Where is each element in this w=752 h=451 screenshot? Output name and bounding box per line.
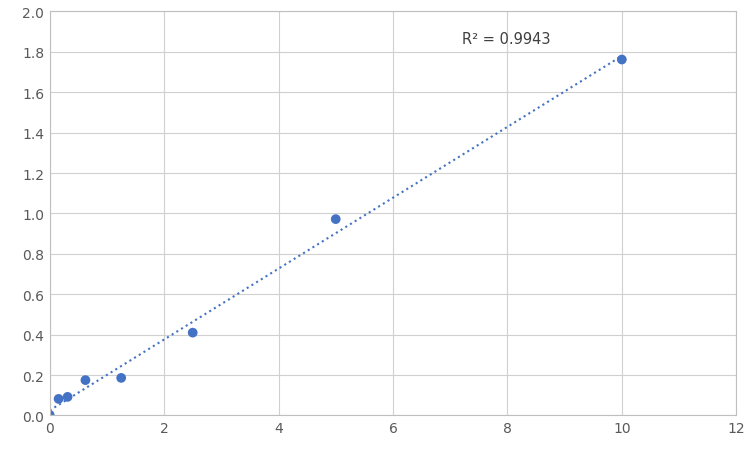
Point bbox=[616, 57, 628, 64]
Point bbox=[186, 329, 199, 336]
Point bbox=[329, 216, 341, 223]
Point bbox=[80, 377, 92, 384]
Text: R² = 0.9943: R² = 0.9943 bbox=[462, 32, 550, 47]
Point bbox=[44, 411, 56, 419]
Point bbox=[53, 396, 65, 403]
Point bbox=[62, 393, 74, 400]
Point bbox=[115, 374, 127, 382]
